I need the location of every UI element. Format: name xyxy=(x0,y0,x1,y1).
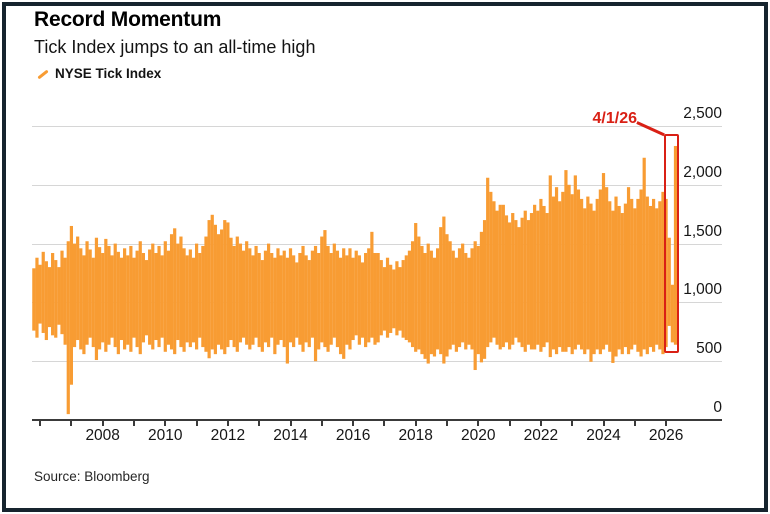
annotation-label: 4/1/26 xyxy=(592,110,637,127)
source-label: Source: Bloomberg xyxy=(34,469,150,484)
highlight-box xyxy=(663,134,680,353)
